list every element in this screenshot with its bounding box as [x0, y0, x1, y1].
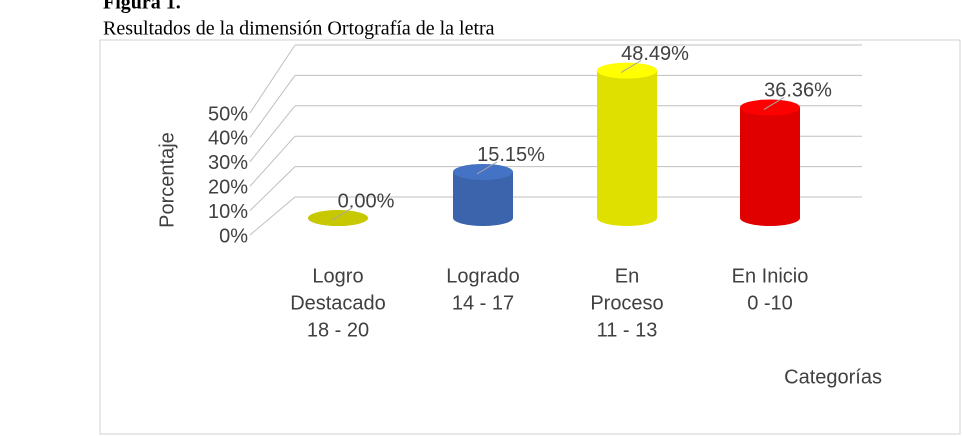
bar-top	[740, 99, 800, 116]
x-tick-label: 11 - 13	[597, 319, 658, 341]
bar-shade	[453, 171, 513, 226]
x-tick-label: Proceso	[590, 292, 663, 314]
x-tick-label: En	[615, 265, 639, 287]
bar-body	[453, 171, 513, 226]
data-label: 48.49%	[621, 43, 689, 65]
bar-body	[740, 107, 800, 226]
y-tick-label: 10%	[208, 201, 248, 223]
bar	[597, 62, 657, 227]
y-tick-label: 50%	[208, 103, 248, 125]
data-label: 0.00%	[338, 190, 395, 212]
chart-title: Resultados de la dimensión Ortografía de…	[103, 18, 495, 40]
figure-label: Figura 1.	[103, 0, 181, 14]
y-tick-label: 30%	[208, 152, 248, 174]
bar-top	[597, 62, 657, 79]
bar	[308, 210, 368, 226]
bar-shade	[597, 70, 657, 227]
leader-line	[476, 161, 498, 175]
x-tick-label: 14 - 17	[452, 292, 514, 314]
grid-diagonal	[249, 196, 296, 236]
y-tick-label: 0%	[219, 225, 248, 247]
grid-diagonal	[249, 166, 296, 211]
y-axis-title: Porcentaje	[156, 132, 178, 228]
x-tick-label: Logro	[312, 265, 363, 287]
grid-diagonal	[249, 44, 296, 114]
leader-line	[331, 207, 353, 221]
y-tick-label: 20%	[208, 176, 248, 198]
bar	[453, 163, 513, 226]
x-tick-label: Logrado	[446, 265, 519, 287]
grid-diagonal	[249, 75, 296, 138]
grid-diagonal	[249, 135, 296, 187]
data-label: 15.15%	[477, 144, 545, 166]
data-label: 36.36%	[764, 80, 832, 102]
y-tick-label: 40%	[208, 128, 248, 150]
leader-line	[620, 60, 642, 74]
bar-top	[308, 210, 368, 226]
chart-frame	[99, 39, 961, 435]
bar-top	[453, 163, 513, 180]
leader-line	[763, 97, 785, 110]
x-tick-label: 18 - 20	[307, 319, 369, 341]
bar-body	[597, 70, 657, 227]
bar-shade	[740, 107, 800, 226]
x-tick-label: 0 -10	[747, 292, 793, 314]
x-tick-label: En Inicio	[732, 265, 809, 287]
x-axis-title: Categorías	[784, 366, 882, 388]
grid-diagonal	[249, 105, 296, 163]
bar	[740, 99, 800, 226]
x-tick-label: Destacado	[290, 292, 386, 314]
